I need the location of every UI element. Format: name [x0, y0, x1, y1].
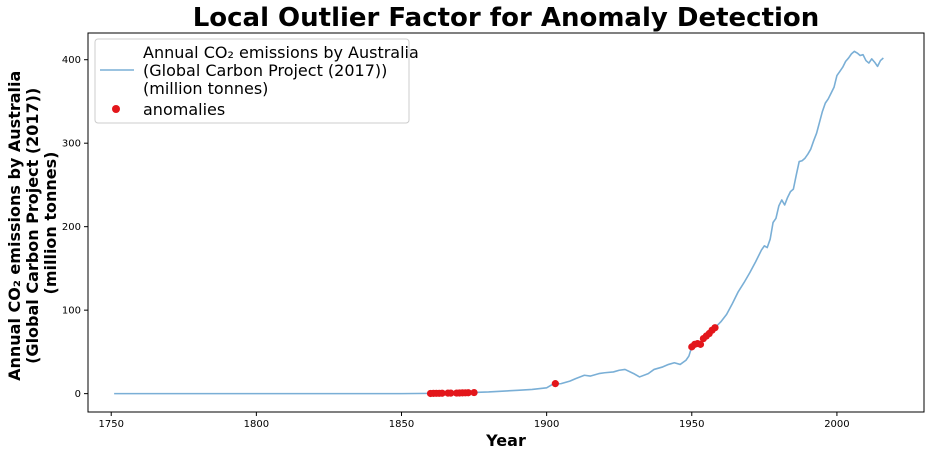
y-axis-label-line-3: (million tonnes)	[41, 152, 60, 295]
legend-series-label-line-1: Annual CO₂ emissions by Australia	[143, 43, 419, 62]
y-axis-label-line-1: Annual CO₂ emissions by Australia	[5, 71, 24, 381]
series-layer	[114, 50, 884, 395]
plot-frame	[87, 32, 925, 413]
legend-box	[94, 38, 410, 124]
x-tick-label: 1900	[534, 419, 559, 430]
legend-anomalies-label: anomalies	[143, 100, 225, 119]
y-tick-label: 0	[75, 389, 81, 400]
legend-anomaly-marker	[112, 105, 120, 113]
x-tick-label: 1800	[244, 419, 269, 430]
anomaly-marker	[438, 389, 446, 397]
x-axis-label: Year	[485, 431, 526, 450]
anomaly-marker	[696, 340, 705, 348]
x-tick-label: 1850	[389, 419, 414, 430]
y-tick-label: 200	[62, 222, 81, 233]
series-line-co2-emissions	[114, 50, 884, 395]
y-tick-label: 100	[62, 306, 81, 317]
legend-series-label-line-2: (Global Carbon Project (2017))	[143, 61, 387, 80]
anomaly-marker	[711, 324, 719, 332]
y-tick-label: 400	[62, 55, 81, 66]
anomaly-marker	[464, 389, 472, 397]
anomaly-marker	[447, 389, 455, 397]
x-axis: 1750 1800 1850 1900 1950 2000	[98, 412, 850, 430]
x-tick-label: 1750	[98, 419, 123, 430]
chart-title: Local Outlier Factor for Anomaly Detecti…	[193, 3, 820, 33]
anomaly-marker	[470, 388, 478, 397]
legend-series-label: Annual CO₂ emissions by Australia (Globa…	[143, 43, 424, 98]
marker-layer	[426, 324, 719, 398]
y-axis-label: Annual CO₂ emissions by Australia (Globa…	[5, 65, 60, 381]
x-tick-label: 1950	[679, 419, 704, 430]
anomaly-marker	[551, 380, 559, 388]
legend: Annual CO₂ emissions by Australia (Globa…	[94, 38, 424, 124]
y-axis: 0 100 200 300 400	[62, 55, 88, 400]
legend-series-label-line-3: (million tonnes)	[143, 79, 268, 98]
plot-area	[87, 32, 925, 413]
y-tick-label: 300	[62, 139, 81, 150]
x-tick-label: 2000	[824, 419, 849, 430]
y-axis-label-line-2: (Global Carbon Project (2017))	[23, 88, 42, 364]
